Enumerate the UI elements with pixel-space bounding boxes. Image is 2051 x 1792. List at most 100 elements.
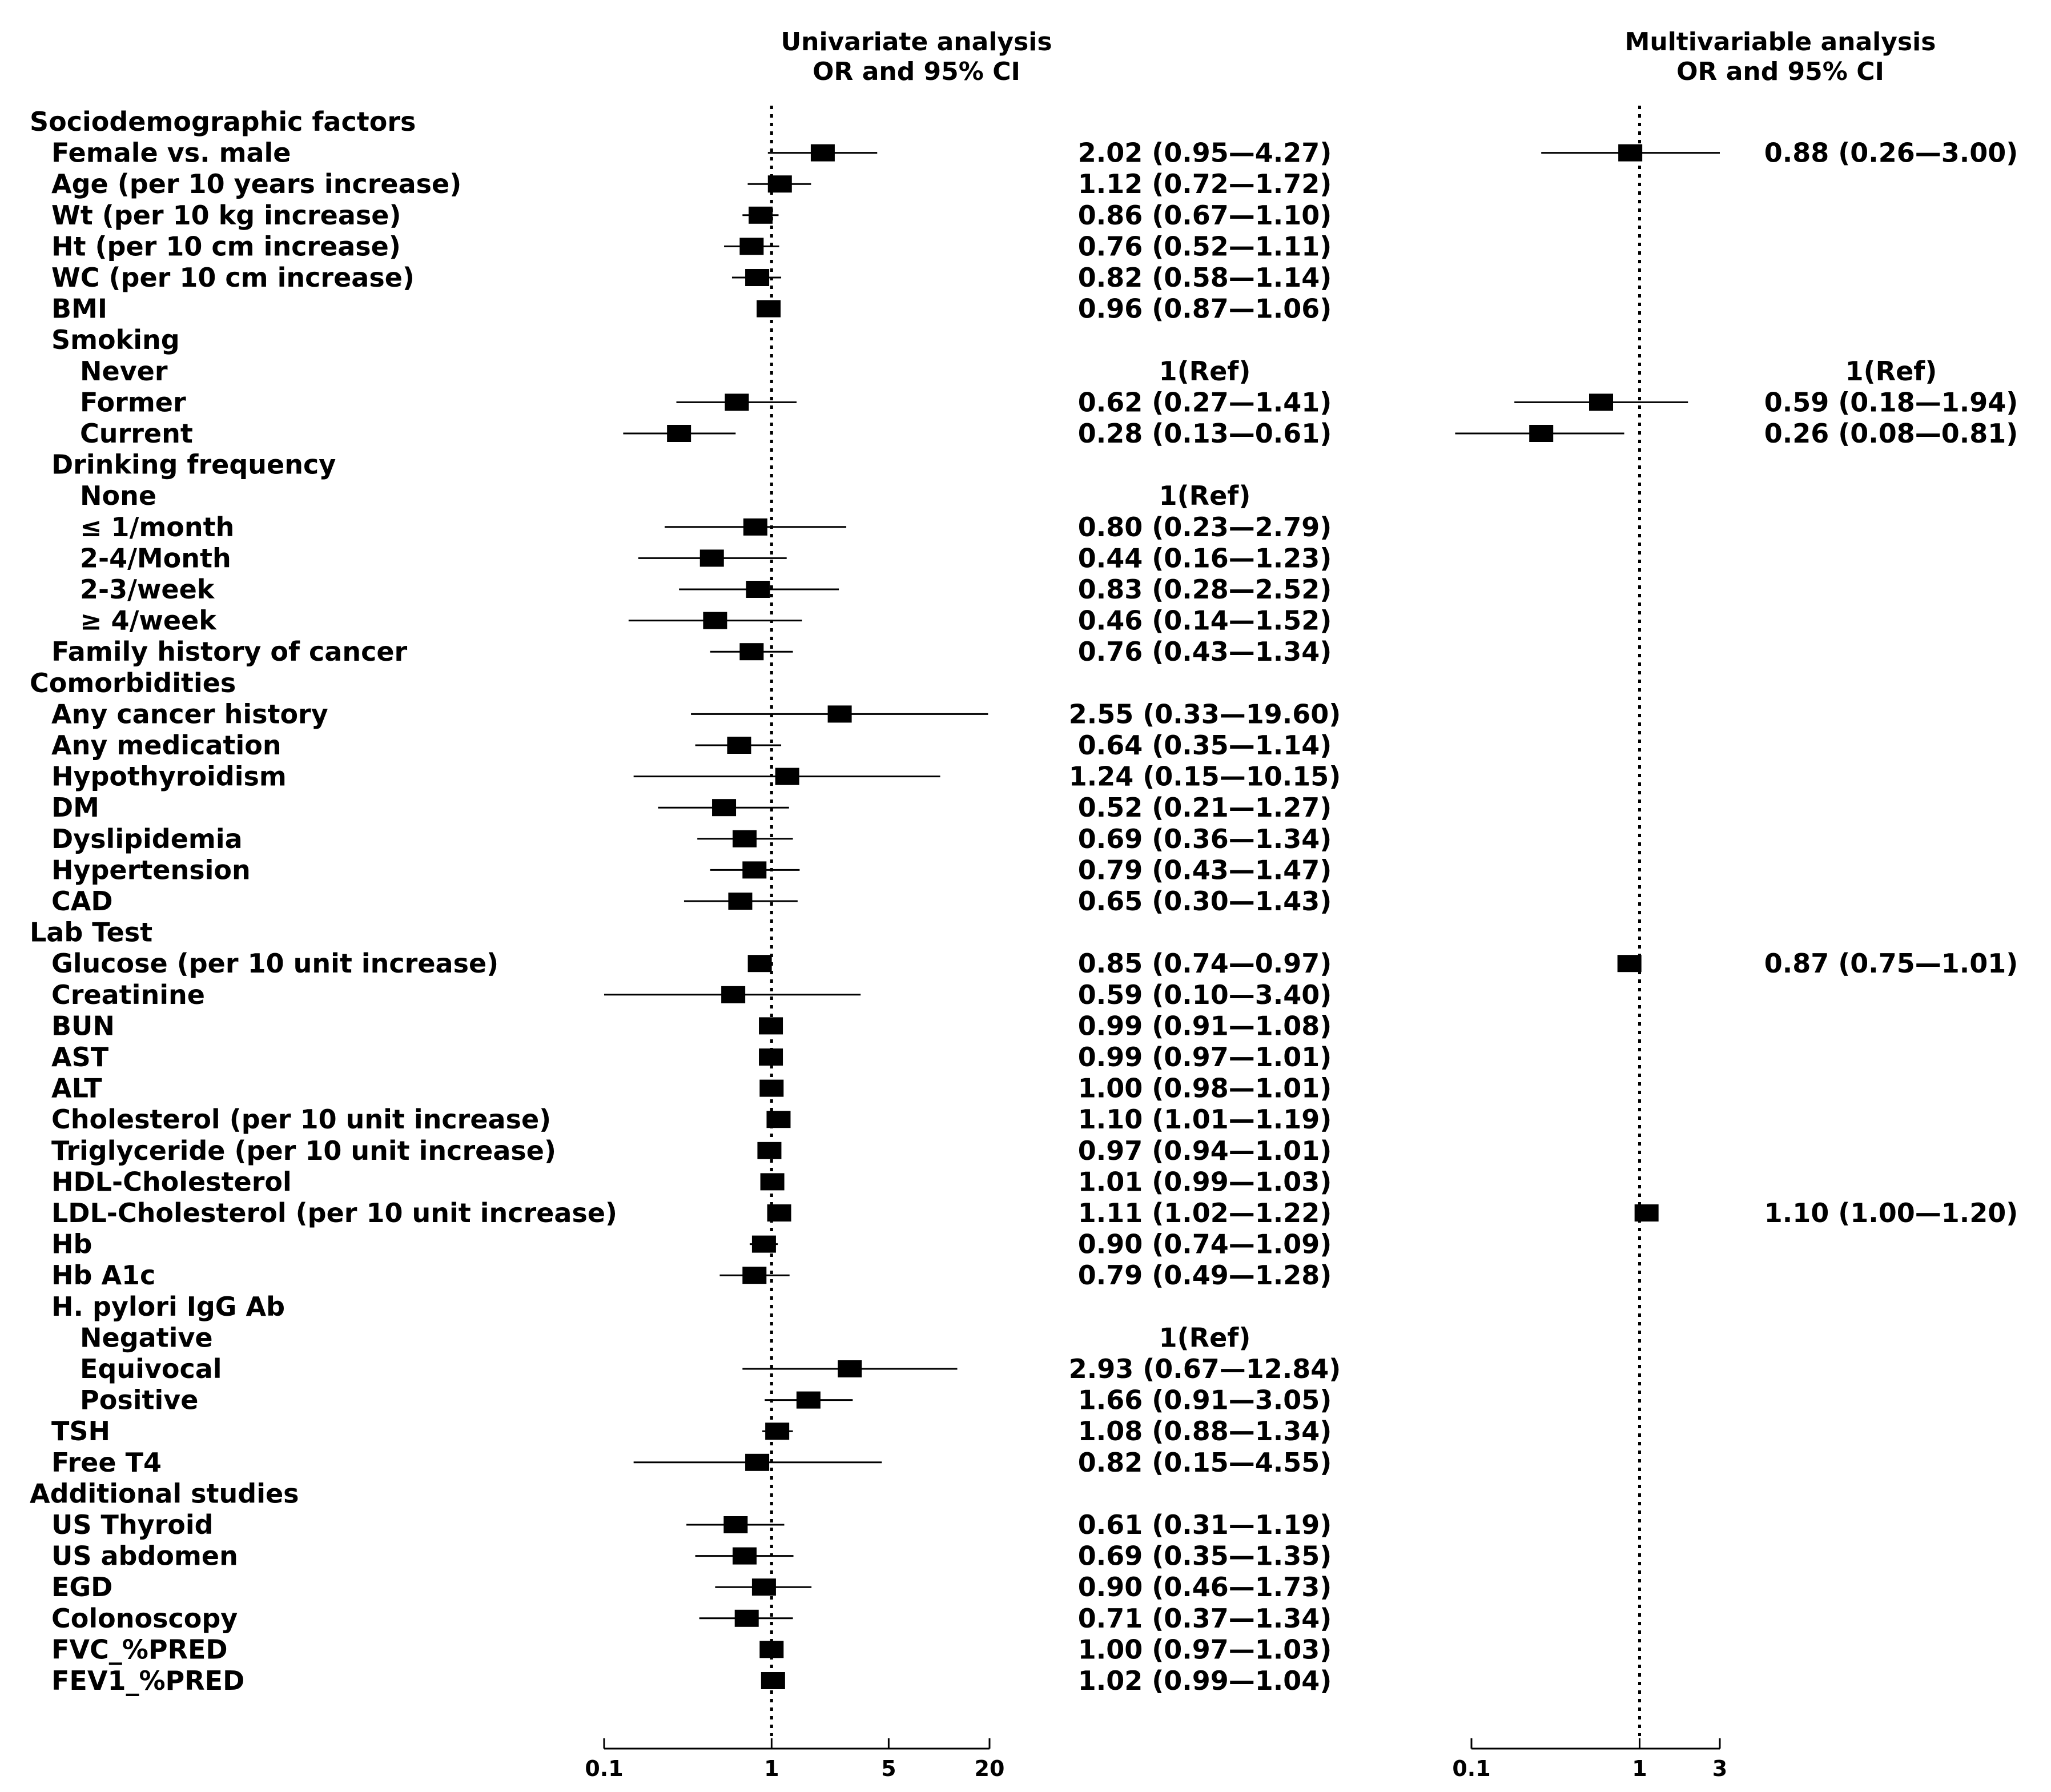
uni-or-marker bbox=[759, 1048, 783, 1066]
row-label: Dyslipidemia bbox=[51, 823, 243, 854]
uni-or-value: 2.55 (0.33—19.60) bbox=[1069, 698, 1341, 729]
uni-or-value: 0.44 (0.16—1.23) bbox=[1078, 543, 1332, 573]
uni-or-marker bbox=[728, 893, 753, 910]
multivariable-values: 0.88 (0.26—3.00)1(Ref)0.59 (0.18—1.94)0.… bbox=[1764, 138, 2018, 1228]
row-label: Glucose (per 10 unit increase) bbox=[51, 948, 498, 979]
uni-or-marker bbox=[751, 1578, 776, 1596]
row-label: FEV1_%PRED bbox=[51, 1665, 244, 1696]
uni-or-marker bbox=[723, 1516, 748, 1533]
univariate-subtitle: OR and 95% CI bbox=[813, 57, 1020, 86]
row-label: Hb bbox=[51, 1229, 92, 1260]
uni-or-value: 0.90 (0.46—1.73) bbox=[1078, 1572, 1332, 1602]
uni-or-value: 0.86 (0.67—1.10) bbox=[1078, 200, 1332, 231]
uni-or-value: 0.82 (0.58—1.14) bbox=[1078, 262, 1332, 293]
uni-or-value: 0.99 (0.97—1.01) bbox=[1078, 1042, 1332, 1072]
uni-or-value: 0.62 (0.27—1.41) bbox=[1078, 387, 1332, 417]
uni-or-marker bbox=[747, 955, 772, 973]
uni-or-marker bbox=[742, 861, 767, 879]
row-label: Triglyceride (per 10 unit increase) bbox=[51, 1135, 556, 1166]
row-label: US Thyroid bbox=[51, 1509, 214, 1540]
multi-tick-label: 0.1 bbox=[1452, 1756, 1490, 1781]
univariate-panel: 0.1 1 5 20 bbox=[585, 106, 1004, 1781]
row-label: 2-3/week bbox=[80, 574, 215, 605]
multivariable-title: Multivariable analysis bbox=[1625, 27, 1936, 57]
uni-or-marker bbox=[745, 1453, 770, 1471]
uni-or-value: 0.76 (0.52—1.11) bbox=[1078, 231, 1332, 262]
uni-or-marker bbox=[775, 768, 799, 785]
row-label: H. pylori IgG Ab bbox=[51, 1291, 285, 1322]
section-heading: Additional studies bbox=[30, 1478, 299, 1509]
uni-or-marker bbox=[746, 581, 770, 598]
row-label: 2-4/Month bbox=[80, 543, 231, 573]
row-label: AST bbox=[51, 1042, 109, 1072]
multi-or-value: 0.59 (0.18—1.94) bbox=[1764, 387, 2018, 417]
uni-or-value: 0.83 (0.28—2.52) bbox=[1078, 574, 1332, 605]
row-label: Age (per 10 years increase) bbox=[51, 168, 461, 199]
row-label: Hb A1c bbox=[51, 1260, 155, 1291]
uni-or-value: 0.52 (0.21—1.27) bbox=[1078, 792, 1332, 823]
row-label: Free T4 bbox=[51, 1447, 162, 1478]
row-label: CAD bbox=[51, 886, 113, 917]
uni-or-marker bbox=[767, 175, 792, 193]
uni-or-value: 0.61 (0.31—1.19) bbox=[1078, 1509, 1332, 1540]
row-label: Negative bbox=[80, 1322, 213, 1353]
univariate-header: Univariate analysis OR and 95% CI bbox=[781, 27, 1052, 86]
uni-or-marker bbox=[757, 300, 781, 318]
uni-or-value: 0.82 (0.15—4.55) bbox=[1078, 1447, 1332, 1478]
uni-or-marker bbox=[767, 1204, 791, 1222]
multi-tick-label: 3 bbox=[1712, 1756, 1727, 1781]
uni-or-value: 1.08 (0.88—1.34) bbox=[1078, 1416, 1332, 1447]
row-label: ALT bbox=[51, 1073, 102, 1104]
row-label: Wt (per 10 kg increase) bbox=[51, 200, 401, 231]
multi-or-marker bbox=[1618, 144, 1643, 162]
uni-or-marker bbox=[810, 144, 835, 162]
row-label: HDL-Cholesterol bbox=[51, 1166, 292, 1197]
uni-or-value: 0.71 (0.37—1.34) bbox=[1078, 1603, 1332, 1634]
multi-or-value: 0.87 (0.75—1.01) bbox=[1764, 948, 2018, 979]
row-label: Any cancer history bbox=[51, 698, 328, 729]
uni-or-marker bbox=[745, 269, 770, 286]
uni-or-value: 0.99 (0.91—1.08) bbox=[1078, 1010, 1332, 1041]
uni-or-value: 1.02 (0.99—1.04) bbox=[1078, 1665, 1332, 1696]
row-label: Creatinine bbox=[51, 979, 205, 1010]
row-label: ≥ 4/week bbox=[80, 605, 217, 636]
uni-or-value: 1.11 (1.02—1.22) bbox=[1078, 1198, 1332, 1228]
uni-or-marker bbox=[759, 1079, 784, 1097]
row-label: Any medication bbox=[51, 730, 281, 761]
uni-or-marker bbox=[739, 643, 764, 661]
row-label: TSH bbox=[51, 1416, 110, 1447]
uni-or-value: 0.79 (0.49—1.28) bbox=[1078, 1260, 1332, 1291]
row-label: Hypothyroidism bbox=[51, 761, 287, 792]
uni-tick-label: 1 bbox=[764, 1756, 779, 1781]
uni-or-value: 0.90 (0.74—1.09) bbox=[1078, 1229, 1332, 1260]
uni-or-marker bbox=[699, 549, 724, 567]
row-label: Colonoscopy bbox=[51, 1603, 238, 1634]
uni-or-marker bbox=[796, 1391, 821, 1409]
multi-or-value: 0.88 (0.26—3.00) bbox=[1764, 138, 2018, 168]
row-label: None bbox=[80, 480, 156, 511]
uni-or-marker bbox=[827, 705, 852, 723]
uni-or-value: 1.12 (0.72—1.72) bbox=[1078, 168, 1332, 199]
row-label: BMI bbox=[51, 294, 107, 324]
row-label: WC (per 10 cm increase) bbox=[51, 262, 415, 293]
uni-or-marker bbox=[765, 1423, 790, 1440]
uni-or-marker bbox=[743, 518, 767, 536]
uni-or-marker bbox=[759, 1641, 784, 1658]
uni-or-value: 0.64 (0.35—1.14) bbox=[1078, 730, 1332, 761]
section-heading: Lab Test bbox=[30, 917, 152, 948]
row-label: Never bbox=[80, 356, 168, 387]
uni-or-value: 1.66 (0.91—3.05) bbox=[1078, 1385, 1332, 1416]
uni-or-marker bbox=[759, 1017, 783, 1035]
uni-or-value: 0.59 (0.10—3.40) bbox=[1078, 979, 1332, 1010]
section-heading: Sociodemographic factors bbox=[30, 106, 416, 137]
uni-tick-label: 20 bbox=[975, 1756, 1005, 1781]
uni-or-marker bbox=[749, 206, 773, 224]
uni-or-value: 0.79 (0.43—1.47) bbox=[1078, 854, 1332, 885]
row-label: ≤ 1/month bbox=[80, 512, 234, 543]
uni-or-marker bbox=[739, 238, 764, 255]
row-label: Family history of cancer bbox=[51, 636, 408, 667]
uni-or-marker bbox=[667, 425, 691, 442]
uni-or-marker bbox=[838, 1360, 862, 1377]
